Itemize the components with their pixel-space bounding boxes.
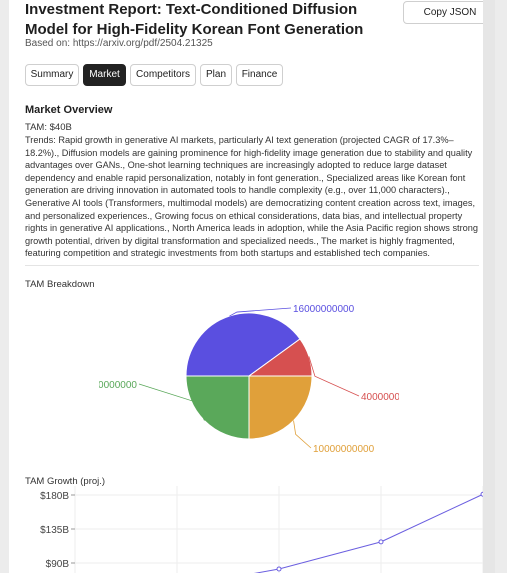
market-trends-text: Trends: Rapid growth in generative AI ma… bbox=[25, 135, 478, 259]
pie-slice-label: 10000000000 bbox=[99, 380, 137, 391]
copy-json-button[interactable]: Copy JSON bbox=[403, 1, 495, 24]
tam-growth-line-chart: $90B $135B $180B bbox=[40, 486, 485, 573]
tab-market[interactable]: Market bbox=[83, 64, 126, 86]
tab-finance[interactable]: Finance bbox=[236, 64, 283, 86]
scrollbar[interactable] bbox=[483, 0, 495, 573]
growth-data-point bbox=[276, 566, 282, 572]
pie-slice-label: 4000000000 bbox=[361, 392, 399, 403]
tab-summary[interactable]: Summary bbox=[25, 64, 79, 86]
market-overview-heading: Market Overview bbox=[25, 104, 113, 116]
tam-breakdown-label: TAM Breakdown bbox=[25, 279, 95, 290]
section-divider bbox=[25, 265, 479, 266]
tab-plan[interactable]: Plan bbox=[200, 64, 232, 86]
y-tick-label: $135B bbox=[40, 525, 69, 536]
tam-value: TAM: $40B bbox=[25, 122, 72, 133]
pie-slice-label: 16000000000 bbox=[293, 304, 355, 315]
pie-label-leader bbox=[138, 383, 205, 421]
pie-label-leader bbox=[293, 420, 312, 449]
tab-competitors[interactable]: Competitors bbox=[130, 64, 196, 86]
pie-label-leader bbox=[229, 307, 292, 317]
tam-breakdown-pie-chart: 16000000000 4000000000 10000000000 10000000… bbox=[99, 304, 399, 455]
y-tick-label: $180B bbox=[40, 491, 69, 502]
pie-slice bbox=[248, 375, 313, 440]
pie-slice-label: 10000000000 bbox=[313, 444, 375, 455]
page-title: Investment Report: Text-Conditioned Diff… bbox=[25, 1, 364, 38]
pie-slice bbox=[185, 312, 301, 377]
source-link[interactable]: Based on: https://arxiv.org/pdf/2504.213… bbox=[25, 38, 213, 49]
pie-label-leader bbox=[308, 356, 360, 397]
growth-data-point bbox=[378, 539, 384, 545]
tam-growth-label: TAM Growth (proj.) bbox=[25, 476, 106, 487]
pie-slice bbox=[185, 375, 250, 440]
y-tick-label: $90B bbox=[46, 559, 70, 570]
report-page: Investment Report: Text-Conditioned Diff… bbox=[9, 0, 495, 573]
